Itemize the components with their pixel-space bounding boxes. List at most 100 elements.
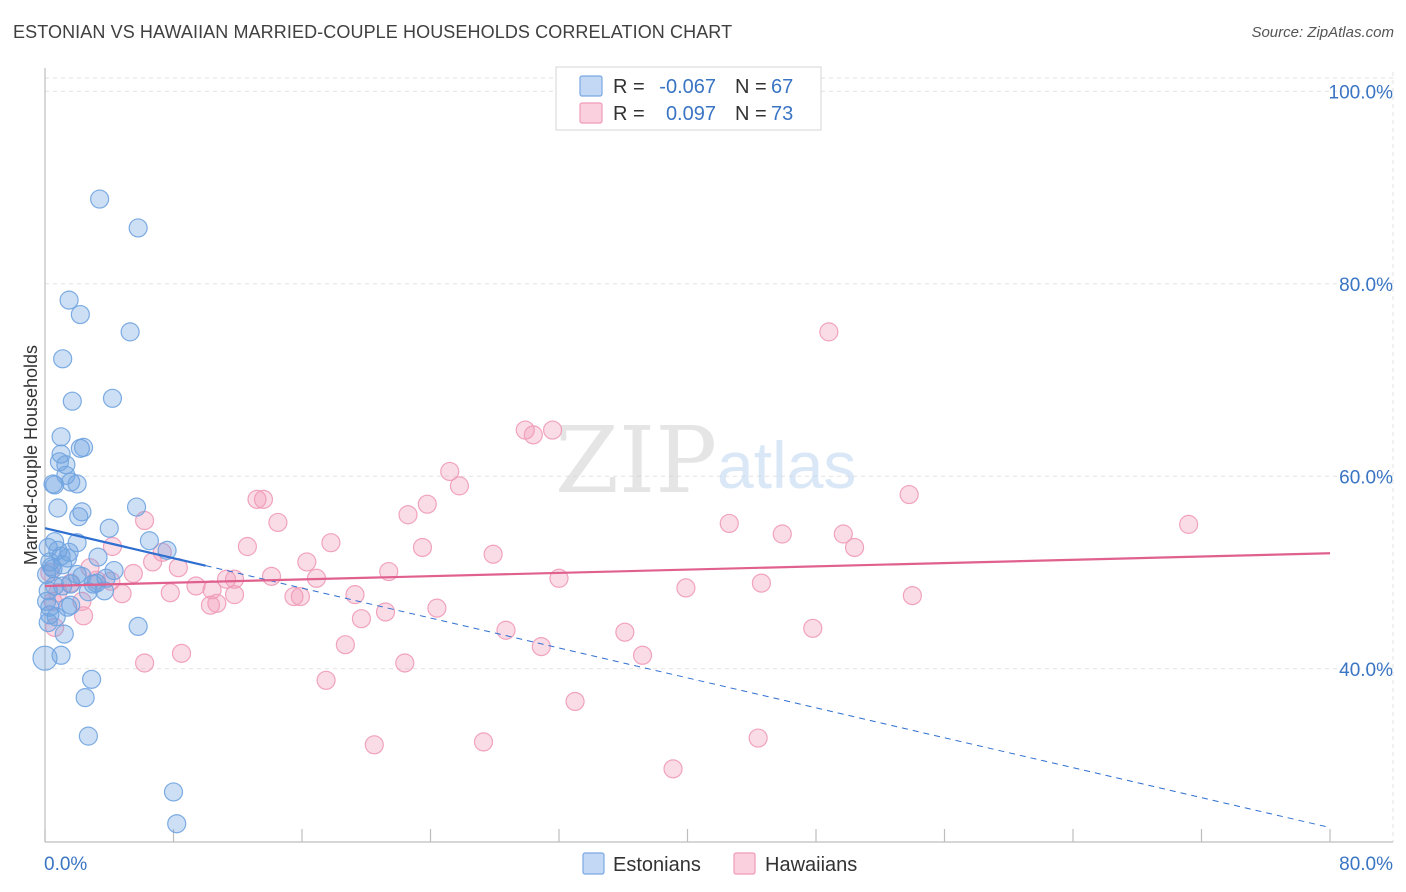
hawaiian-point — [565, 691, 585, 712]
y-tick-label: 80.0% — [1339, 275, 1393, 296]
legend-n-label-2: N = — [735, 103, 767, 125]
hawaiian-point — [473, 732, 494, 752]
hawaiian-point — [496, 620, 516, 640]
estonian-point — [69, 507, 89, 527]
estonian-point — [32, 645, 58, 671]
hawaiian-point — [531, 637, 551, 657]
estonian-point — [94, 581, 115, 601]
hawaiian-point — [207, 593, 227, 613]
estonian-point — [45, 475, 65, 495]
bottom-swatch-hawaiians — [733, 852, 756, 875]
hawaiian-point — [316, 670, 336, 690]
hawaiian-point — [676, 578, 696, 598]
hawaiian-point — [261, 566, 282, 586]
legend-swatch-estonians — [579, 75, 603, 97]
hawaiian-point — [237, 536, 257, 557]
y-axis-title: Married-couple Households — [21, 345, 41, 565]
hawaiian-point — [449, 476, 470, 496]
hawaiian-point — [268, 512, 288, 533]
hawaiian-point — [351, 609, 372, 629]
trend-lines — [44, 527, 1331, 829]
estonian-point — [51, 444, 71, 464]
estonian-point — [61, 574, 81, 594]
hawaiian-point — [72, 591, 92, 611]
estonian-point — [90, 189, 110, 209]
chart-title: ESTONIAN VS HAWAIIAN MARRIED-COUPLE HOUS… — [13, 22, 733, 42]
watermark-zip: ZIP — [555, 407, 717, 514]
hawaiian-point — [247, 489, 267, 509]
hawaiian-point — [375, 602, 396, 622]
series-legend: Estonians Hawaiians — [582, 852, 857, 876]
x-tick-label-max: 80.0% — [1339, 854, 1393, 875]
legend-swatch-hawaiians — [579, 102, 603, 124]
grid-lines — [45, 72, 1394, 842]
hawaiian-point — [819, 322, 839, 342]
estonian-point — [102, 388, 123, 408]
hawaiian-point — [224, 585, 245, 605]
hawaiian-point — [186, 576, 206, 596]
bottom-legend-estonians: Estonians — [613, 854, 701, 876]
hawaiian-point — [160, 583, 180, 603]
estonian-point — [53, 349, 73, 369]
legend-n-value-2: 73 — [771, 103, 793, 125]
estonian-point — [38, 612, 58, 633]
hawaiian-point — [284, 586, 304, 607]
estonian-point — [73, 437, 94, 457]
estonians-trend-dashed — [205, 565, 1331, 829]
y-tick-label: 40.0% — [1339, 660, 1393, 681]
estonian-point — [81, 669, 102, 689]
estonian-point — [51, 645, 71, 665]
hawaiian-point — [395, 653, 415, 673]
hawaiian-point — [427, 598, 447, 618]
hawaiian-point — [751, 573, 771, 593]
hawaiian-point — [542, 420, 563, 440]
legend-r-label-2: R = — [613, 103, 645, 125]
estonian-point — [78, 726, 98, 746]
hawaiian-point — [615, 622, 635, 642]
estonian-point — [88, 547, 108, 567]
hawaiian-point — [1179, 514, 1199, 534]
hawaiians-trend — [44, 552, 1331, 588]
legend-r-label-1: R = — [613, 76, 645, 98]
hawaiian-point — [290, 586, 310, 607]
hawaiian-point — [398, 505, 418, 525]
hawaiian-point — [216, 569, 237, 589]
hawaiian-point — [844, 537, 865, 558]
watermark: ZIP atlas — [555, 407, 856, 514]
y-tick-label: 100.0% — [1329, 82, 1394, 103]
estonian-point — [163, 782, 184, 802]
estonian-point — [54, 624, 74, 644]
hawaiian-point — [73, 606, 94, 626]
estonian-point — [99, 518, 119, 538]
hawaiian-point — [123, 563, 143, 584]
estonian-point — [78, 582, 98, 602]
estonian-point — [56, 455, 76, 475]
estonian-point — [126, 497, 147, 517]
estonian-point — [167, 814, 187, 834]
hawaiian-point — [719, 513, 739, 534]
hawaiian-point — [523, 425, 543, 445]
watermark-atlas: atlas — [717, 428, 856, 502]
hawaiian-point — [321, 533, 341, 553]
estonians-series — [32, 189, 187, 834]
hawaiian-point — [335, 635, 355, 655]
hawaiian-point — [134, 653, 155, 673]
estonian-point — [61, 595, 81, 615]
hawaiian-point — [632, 645, 653, 665]
hawaiian-point — [412, 537, 433, 558]
legend-r-value-2: 0.097 — [666, 103, 716, 125]
hawaiian-point — [902, 585, 922, 606]
source-label: Source: ZipAtlas.com — [1251, 24, 1394, 41]
estonian-point — [75, 688, 95, 708]
hawaiian-point — [833, 524, 853, 544]
hawaiian-point — [483, 544, 503, 564]
estonian-point — [67, 474, 87, 494]
axes — [44, 68, 1393, 843]
estonian-point — [51, 427, 71, 447]
estonian-point — [128, 218, 148, 238]
estonian-point — [48, 498, 68, 518]
bottom-swatch-estonians — [582, 852, 605, 875]
correlation-legend: R = -0.067 N = 67 R = 0.097 N = 73 — [555, 66, 822, 131]
hawaiian-point — [772, 524, 792, 544]
